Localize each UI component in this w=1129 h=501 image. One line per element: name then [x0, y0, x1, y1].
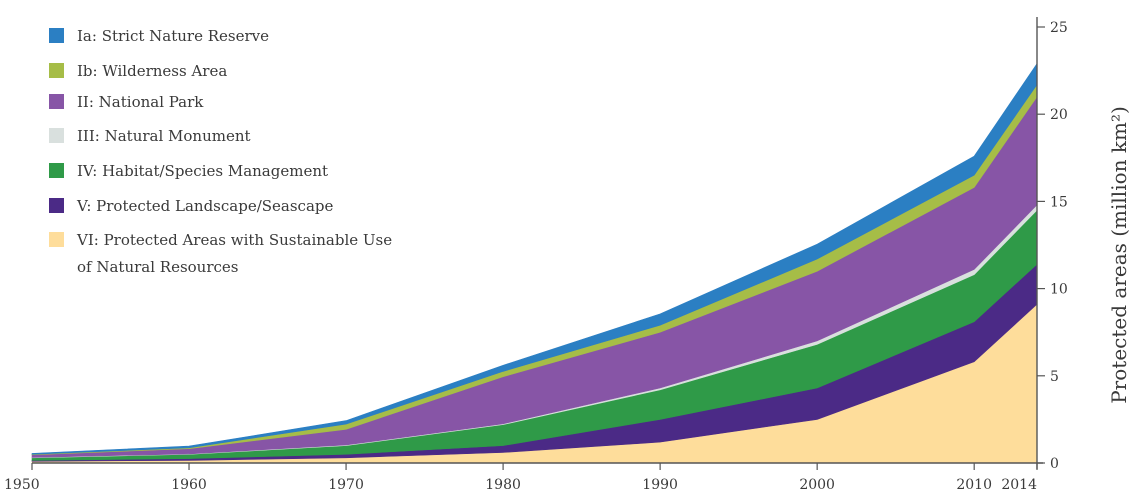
legend-label: IV: Habitat/Species Management	[77, 162, 328, 180]
legend-item-ib: Ib: Wilderness Area	[49, 62, 227, 80]
x-tick-label-1970: 1970	[328, 477, 364, 493]
legend-item-ia: Ia: Strict Nature Reserve	[49, 27, 269, 45]
legend-item-v: V: Protected Landscape/Seascape	[49, 197, 334, 215]
x-tick-label-2010: 2010	[956, 477, 992, 493]
x-tick-label-2000: 2000	[799, 477, 835, 493]
legend-label: Ib: Wilderness Area	[77, 62, 227, 80]
legend-swatch	[49, 232, 64, 247]
y-tick-label-25: 25	[1050, 20, 1068, 36]
y-axis-title: Protected areas (million km²)	[1107, 106, 1129, 404]
legend-label: III: Natural Monument	[77, 127, 251, 145]
legend-item-vi: VI: Protected Areas with Sustainable Use…	[49, 231, 392, 276]
legend-label: of Natural Resources	[77, 258, 239, 276]
legend-item-ii: II: National Park	[49, 93, 204, 111]
legend-swatch	[49, 94, 64, 109]
legend-swatch	[49, 128, 64, 143]
legend-swatch	[49, 63, 64, 78]
x-tick-label-1950: 1950	[4, 477, 40, 493]
x-tick-label-2014: 2014	[1001, 477, 1037, 493]
y-tick-label-5: 5	[1050, 369, 1059, 385]
legend-item-iii: III: Natural Monument	[49, 127, 251, 145]
legend-swatch	[49, 28, 64, 43]
y-tick-label-0: 0	[1050, 456, 1059, 472]
legend-label: II: National Park	[77, 93, 204, 111]
legend-label: Ia: Strict Nature Reserve	[77, 27, 269, 45]
legend-swatch	[49, 198, 64, 213]
axes: 1950 1960 1970 1980 1990 2000 2010 2014 0 5 10 15 20…	[4, 17, 1068, 493]
legend-item-iv: IV: Habitat/Species Management	[49, 162, 328, 180]
x-tick-label-1960: 1960	[171, 477, 207, 493]
legend-label: V: Protected Landscape/Seascape	[76, 197, 334, 215]
legend-swatch	[49, 163, 64, 178]
legend-label: VI: Protected Areas with Sustainable Use	[76, 231, 392, 249]
y-tick-label-10: 10	[1050, 282, 1068, 298]
x-tick-label-1980: 1980	[485, 477, 521, 493]
x-tick-label-1990: 1990	[642, 477, 678, 493]
legend: Ia: Strict Nature Reserve Ib: Wilderness …	[49, 27, 392, 276]
y-tick-label-20: 20	[1050, 107, 1068, 123]
y-tick-label-15: 15	[1050, 194, 1068, 210]
